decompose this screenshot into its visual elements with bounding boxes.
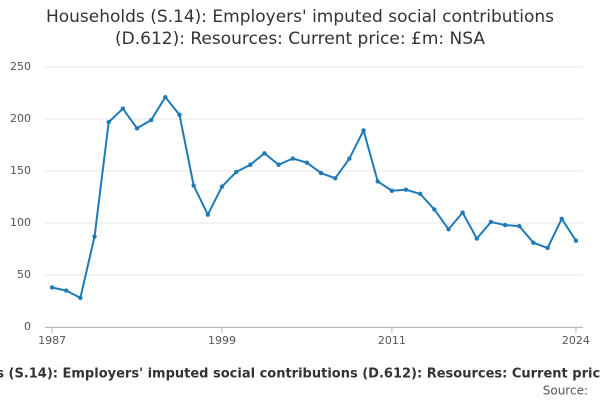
series-line: [51, 95, 577, 300]
x-tick-label: 1999: [208, 334, 236, 347]
point: [49, 285, 55, 290]
point: [389, 188, 395, 193]
y-tick-label: 50: [17, 268, 31, 281]
point: [120, 106, 126, 111]
point: [403, 187, 409, 192]
point: [446, 227, 451, 232]
point: [78, 295, 83, 301]
chart-title: Households (S.14): Employers' imputed so…: [45, 7, 555, 49]
point: [163, 94, 168, 100]
y-tick-label: 250: [10, 60, 31, 73]
point: [248, 162, 253, 167]
point: [134, 126, 140, 131]
source: Source:: [543, 384, 588, 398]
point: [333, 176, 338, 181]
point: [106, 119, 111, 125]
point: [502, 222, 508, 228]
point: [92, 234, 97, 239]
point: [318, 170, 324, 176]
y-tick-label: 0: [24, 320, 31, 333]
y-tick-label: 200: [10, 112, 31, 125]
point: [460, 210, 465, 215]
point: [545, 245, 550, 251]
y-tick-label: 150: [10, 164, 31, 177]
point: [290, 156, 295, 161]
point: [191, 183, 196, 188]
x-tick-label: 2011: [378, 334, 406, 347]
point: [488, 219, 494, 225]
point: [304, 160, 310, 165]
y-tick-label: 100: [10, 216, 31, 229]
point: [177, 112, 182, 118]
point: [219, 184, 225, 189]
caption: Households (S.14): Employers' imputed so…: [0, 367, 600, 382]
point: [573, 238, 579, 243]
point: [276, 162, 281, 167]
point: [432, 207, 437, 212]
point: [233, 169, 239, 175]
x-tick-label: 1987: [38, 334, 66, 347]
point: [205, 212, 211, 217]
point: [64, 288, 69, 293]
point: [361, 128, 366, 133]
point: [417, 191, 423, 197]
point: [262, 151, 267, 156]
point: [347, 156, 352, 161]
point: [375, 179, 380, 184]
point: [517, 223, 522, 229]
point: [148, 117, 154, 123]
point: [531, 240, 536, 245]
x-tick-label: 2024: [562, 334, 590, 347]
point: [559, 216, 564, 222]
point: [474, 236, 480, 241]
